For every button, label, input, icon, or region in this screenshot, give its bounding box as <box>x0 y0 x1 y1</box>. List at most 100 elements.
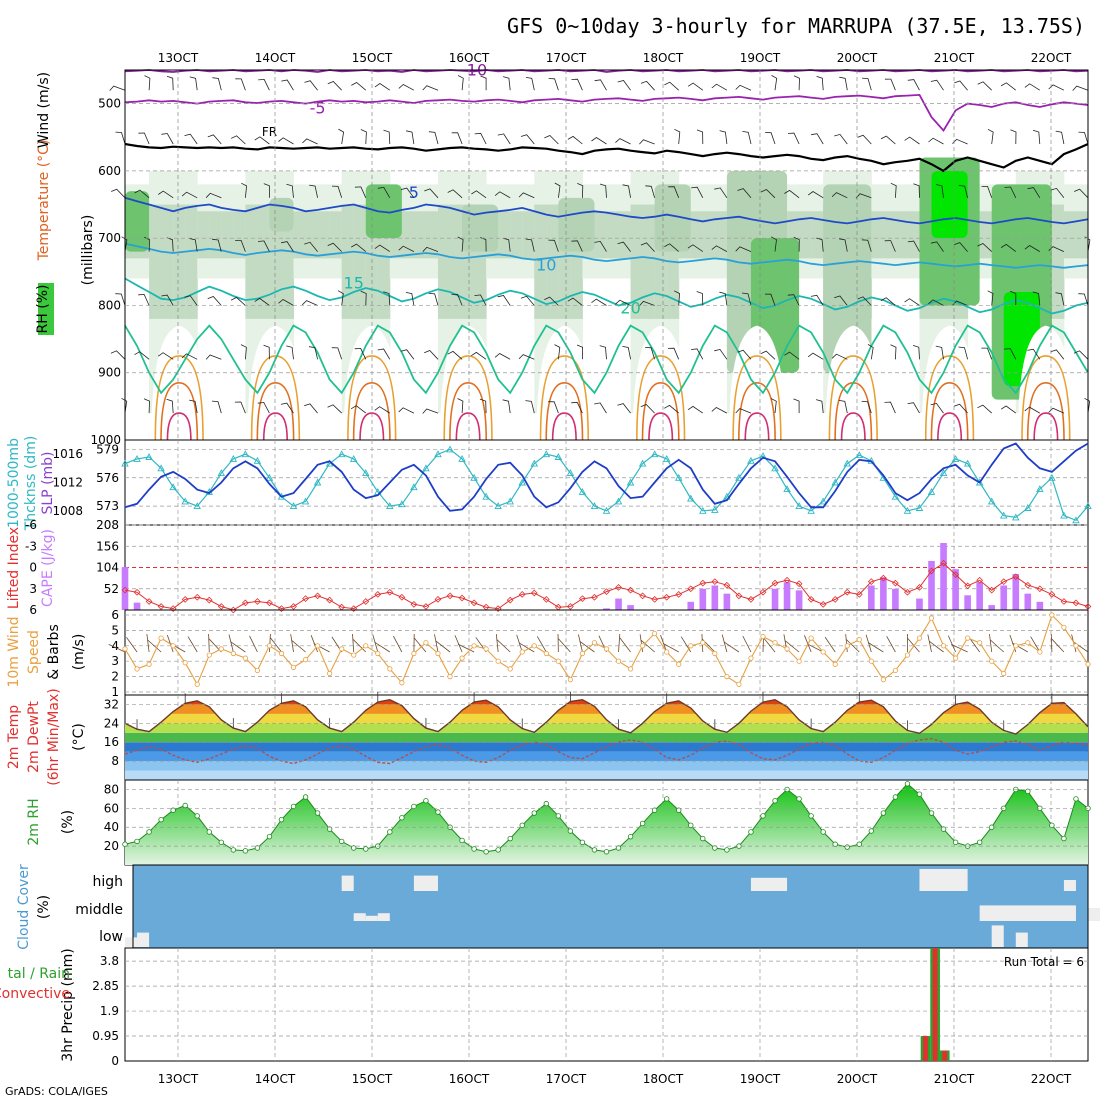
thickness-point <box>590 502 599 510</box>
temp-band <box>125 723 1088 733</box>
cloud-patch <box>750 877 788 891</box>
rh-point <box>158 816 164 823</box>
wind-speed-point <box>977 640 983 646</box>
wind-barb <box>719 130 728 145</box>
wind-barb <box>518 354 535 360</box>
precip-tick: 3.8 <box>100 954 119 968</box>
wind-barb <box>591 298 607 306</box>
wind-barb <box>816 76 824 91</box>
wind-speed-point <box>1037 649 1043 655</box>
wind-barb <box>138 294 150 306</box>
wind-barb <box>928 299 944 306</box>
thickness-point <box>927 488 936 495</box>
wind-barb <box>981 347 993 360</box>
wind-barb <box>497 295 511 306</box>
wind-barb <box>765 132 776 145</box>
wind-barb <box>254 297 270 306</box>
rh-band-core <box>149 204 162 319</box>
cape-bar <box>603 608 610 610</box>
rh-point <box>242 848 249 854</box>
wind-barb-10m <box>290 634 294 653</box>
lifted-point <box>530 589 538 597</box>
wind-speed-point <box>194 681 200 687</box>
top-date-label: 14OCT <box>255 51 296 65</box>
wind-barb <box>784 189 800 199</box>
wind-speed-point <box>664 649 670 655</box>
contour-label: 5 <box>409 183 419 202</box>
rh-band-core <box>353 204 367 319</box>
wind-barb <box>691 186 704 198</box>
thickness-point <box>795 502 803 510</box>
rh-point <box>748 829 754 835</box>
lifted-point <box>615 583 622 591</box>
wind-barb <box>278 137 294 145</box>
wind-barb <box>667 347 680 360</box>
wind-barb <box>737 188 752 199</box>
wind-barb <box>1000 82 1017 91</box>
rh-point <box>712 845 718 851</box>
wind-barb <box>308 346 318 360</box>
cloud-patch <box>1063 880 1076 891</box>
thickness-point <box>181 497 189 505</box>
lifted-point <box>1036 585 1044 593</box>
thickness-point <box>157 464 165 472</box>
rh-band-core <box>173 204 186 319</box>
thickness-line <box>124 448 1089 522</box>
wind-speed-point <box>965 635 971 641</box>
lifted-point <box>482 603 490 611</box>
wind-barb <box>302 300 318 306</box>
wind-barb <box>640 80 655 91</box>
wind-barb <box>205 192 222 199</box>
thickness-point <box>1084 502 1092 510</box>
lifted-point <box>422 603 430 610</box>
thickness-point <box>482 492 490 500</box>
wind-barb <box>987 128 994 145</box>
slp-tick: 1016 <box>52 447 83 461</box>
wind-barb <box>930 402 944 414</box>
wind-barb <box>309 184 318 198</box>
lifted-point <box>398 593 406 601</box>
wind-barb <box>374 83 391 91</box>
wind-barb <box>212 77 222 91</box>
wind-speed-point <box>555 658 561 664</box>
wind-barb <box>591 137 607 145</box>
lifted-point <box>217 603 225 610</box>
lifted-point <box>326 596 334 604</box>
wind-barb <box>687 82 704 91</box>
wind-speed-point <box>375 650 381 657</box>
wind-speed-point <box>423 640 429 646</box>
wind-barb <box>867 344 874 360</box>
surface-temp-contour <box>539 355 590 441</box>
wind-barb <box>977 81 992 91</box>
lifted-point <box>795 580 803 588</box>
temperature-axis-label: Temperature (°C) <box>36 140 52 262</box>
wind-barb <box>1048 246 1065 252</box>
wind-barb <box>205 354 222 360</box>
contour-label: -5 <box>310 99 326 118</box>
wind-barb <box>502 76 511 91</box>
wind-barb <box>760 350 776 360</box>
top-date-label: 15OCT <box>352 51 393 65</box>
wind-barb <box>374 406 391 414</box>
precip-panel: 3.8 2.85 1.9 0.95 0 Run Total = 6 3hr Precip (… <box>0 947 1089 1068</box>
footer-credit: GrADS: COLA/IGES <box>5 1085 108 1098</box>
wind-barb <box>640 404 655 414</box>
slp-tick: 1012 <box>52 476 83 490</box>
top-date-axis: 13OCT 14OCT 15OCT 16OCT 17OCT 18OCT 19OCT 20OCT… <box>158 51 1072 65</box>
surface-temp-contour <box>545 382 584 441</box>
wind-barb <box>327 81 342 91</box>
wind-barb <box>839 76 848 91</box>
thickness-point <box>614 497 623 505</box>
wind-barb <box>327 404 342 414</box>
wind-barb <box>258 78 270 91</box>
wind-speed-point <box>1001 670 1007 677</box>
lifted-point <box>133 588 141 596</box>
wind-barb <box>884 78 896 91</box>
wind-barb <box>567 297 583 306</box>
wind-barb <box>741 292 752 306</box>
wind-barb <box>281 241 294 252</box>
thickness-point <box>626 478 635 486</box>
wind-barb-10m <box>845 634 848 653</box>
wind-barb-10m <box>618 633 621 653</box>
rh-band-core <box>221 211 234 259</box>
